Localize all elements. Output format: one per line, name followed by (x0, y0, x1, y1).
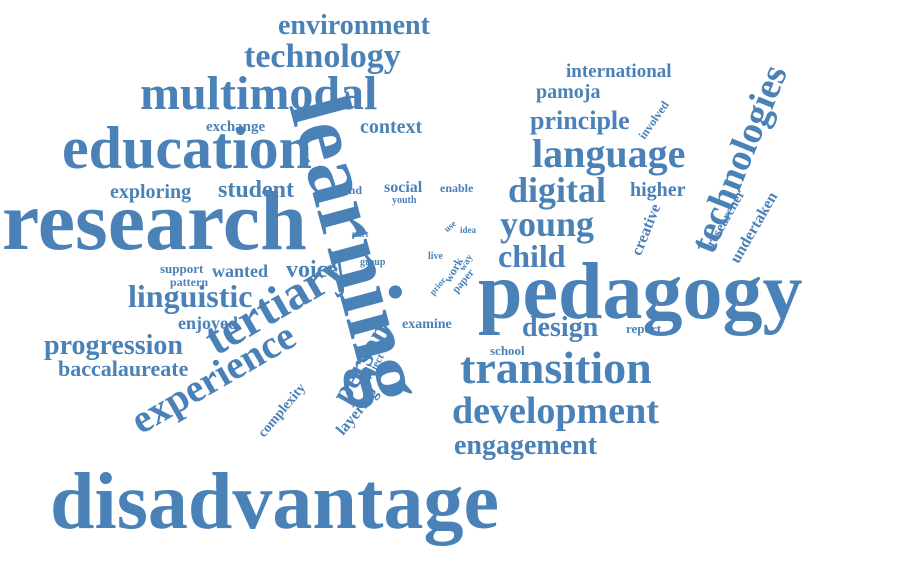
word-idea: idea (460, 225, 477, 235)
word-pamoja: pamoja (536, 81, 601, 103)
word-exchange: exchange (206, 119, 266, 135)
word-voice: voice (286, 257, 338, 283)
word-exploring: exploring (110, 181, 192, 203)
word-progression: progression (44, 330, 183, 361)
word-support: support (160, 261, 204, 276)
word-engagement: engagement (454, 430, 598, 461)
word-environment: environment (278, 10, 430, 41)
word-child: child (498, 238, 566, 274)
word-student: student (218, 177, 295, 203)
word-prior: prior (427, 275, 448, 298)
word-school: school (490, 343, 525, 358)
word-young: young (500, 204, 595, 244)
word-wanted: wanted (212, 261, 269, 281)
word-use: use (441, 218, 458, 234)
word-research: research (2, 175, 307, 268)
word-youth: youth (392, 195, 417, 206)
word-disadvantage: disadvantage (50, 458, 499, 546)
word-development: development (452, 390, 659, 432)
word-higher: higher (630, 179, 686, 201)
word-live: live (428, 251, 443, 262)
word-principle: principle (530, 106, 630, 135)
word-language: language (532, 131, 686, 176)
word-social: social (384, 179, 423, 196)
word-pattern: pattern (170, 275, 208, 289)
word-multimodal: multimodal (140, 67, 378, 120)
word-part: part (352, 229, 369, 239)
word-international: international (566, 61, 672, 82)
word-enable: enable (440, 181, 474, 195)
word-examine: examine (402, 317, 452, 332)
word-report: report (626, 321, 662, 336)
word-enjoyed: enjoyed (178, 313, 238, 333)
word-transition: transition (460, 342, 652, 393)
word-group: group (360, 257, 386, 268)
word-digital: digital (508, 170, 607, 210)
word-design: design (522, 312, 599, 343)
word-context: context (360, 116, 423, 138)
word-technology: technology (244, 38, 401, 75)
word-complexity: complexity (255, 380, 310, 441)
word-baccalaureate: baccalaureate (58, 356, 189, 381)
word-pedagogy: pedagogy (478, 248, 803, 336)
word-linguistic: linguistic (128, 278, 253, 314)
word-education: education (62, 115, 313, 181)
word-technologies: technologies (682, 59, 796, 259)
word-extend: extend (328, 183, 362, 197)
